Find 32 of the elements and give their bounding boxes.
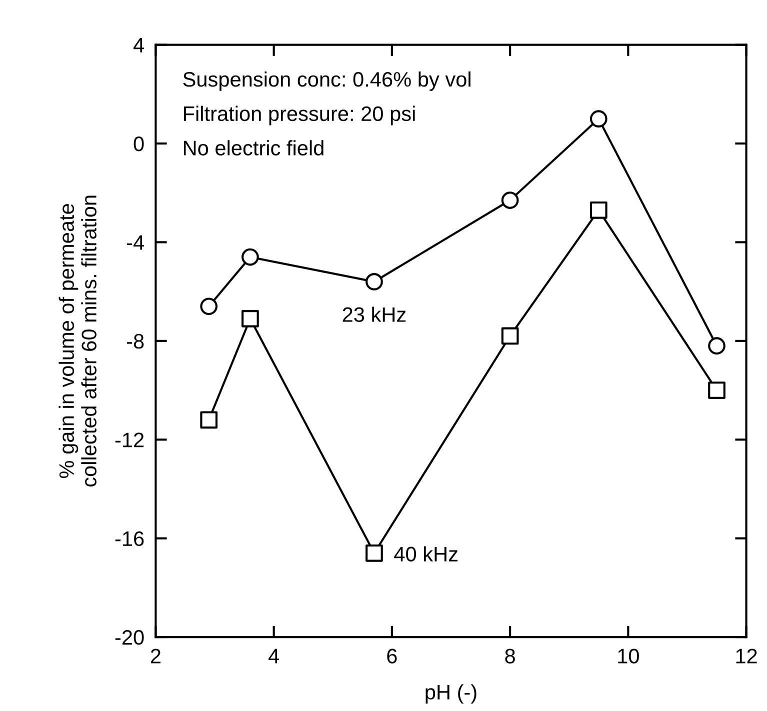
y-tick-label: 0 <box>134 136 144 152</box>
x-tick-label: 2 <box>150 648 160 664</box>
annotation: Suspension conc: 0.46% by vol <box>183 71 470 91</box>
y-tick-label: -4 <box>126 235 144 250</box>
point <box>200 298 218 316</box>
point <box>366 544 383 562</box>
annotation: Filtration pressure: 20 psi <box>184 106 415 126</box>
point <box>200 411 218 429</box>
x-tick-label: 12 <box>736 648 757 664</box>
y-axis-title: % gain in volume of permeate collected after 60 mins. filtration <box>58 196 96 487</box>
x-tick-label: 6 <box>387 648 397 664</box>
x-tick-label: 8 <box>505 648 515 664</box>
x-tick-label: 10 <box>618 648 639 664</box>
y-tick-label: -16 <box>115 531 144 546</box>
series-label: 23 kHz <box>342 306 406 322</box>
point <box>501 327 519 345</box>
point <box>708 382 726 399</box>
point <box>501 192 519 209</box>
point <box>590 110 608 128</box>
annotation: No electric field <box>184 140 324 156</box>
point <box>590 201 608 219</box>
point <box>366 273 383 290</box>
series-label: 40 kHz <box>394 546 458 562</box>
y-tick-label: -12 <box>115 432 144 448</box>
y-tick-label: 4 <box>133 38 144 52</box>
point <box>708 337 726 355</box>
point <box>242 248 259 266</box>
x-axis-title: pH (-) <box>426 684 476 704</box>
x-tick-label: 4 <box>268 648 280 664</box>
point <box>242 310 259 328</box>
y-tick-label: -20 <box>115 630 144 645</box>
y-tick-label: -8 <box>126 334 144 349</box>
